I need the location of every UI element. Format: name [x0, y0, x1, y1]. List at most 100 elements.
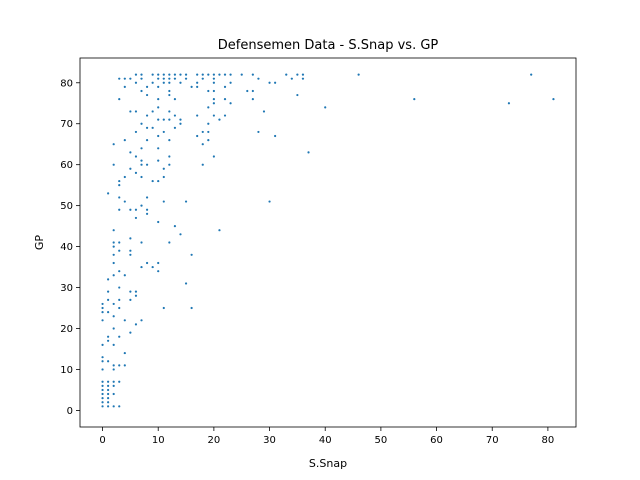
x-tick-label: 10	[152, 435, 165, 446]
data-point	[112, 274, 115, 277]
data-point	[157, 85, 160, 88]
data-point	[268, 200, 271, 203]
data-point	[229, 102, 232, 105]
data-point	[107, 298, 110, 301]
data-point	[145, 208, 149, 211]
data-point	[112, 253, 115, 256]
y-axis-label: GP	[33, 235, 46, 251]
data-point	[118, 286, 121, 289]
data-point	[212, 98, 215, 101]
data-point	[118, 335, 121, 338]
y-tick-label: 40	[60, 242, 73, 253]
data-point	[112, 245, 115, 248]
data-point	[118, 241, 121, 244]
data-point	[151, 179, 154, 183]
data-point	[218, 229, 221, 232]
data-point	[296, 93, 299, 97]
data-point	[196, 81, 199, 84]
data-point	[123, 274, 126, 277]
data-point	[207, 73, 210, 76]
data-point	[140, 241, 143, 244]
data-point	[118, 270, 121, 273]
data-point	[507, 102, 511, 105]
data-point	[218, 118, 221, 121]
data-point	[184, 77, 188, 80]
data-point	[134, 323, 138, 326]
data-point	[196, 73, 199, 76]
data-point	[101, 384, 104, 387]
data-point	[207, 89, 210, 93]
data-point	[123, 175, 126, 179]
data-point	[218, 73, 221, 76]
data-point	[307, 151, 310, 154]
data-point	[140, 204, 143, 207]
data-point	[145, 139, 149, 142]
data-point	[107, 397, 110, 400]
data-point	[184, 282, 188, 285]
data-point	[107, 388, 110, 392]
data-point	[145, 85, 149, 88]
data-point	[201, 163, 204, 166]
data-point	[151, 126, 154, 129]
data-point	[168, 89, 171, 93]
data-point	[140, 89, 143, 93]
data-point	[212, 155, 215, 158]
data-point	[179, 73, 182, 76]
data-point	[134, 81, 138, 84]
data-point	[223, 85, 227, 88]
data-point	[145, 196, 149, 199]
data-point	[107, 384, 110, 387]
data-point	[179, 233, 182, 236]
data-point	[168, 93, 171, 97]
data-point	[107, 405, 110, 408]
data-point	[134, 208, 138, 211]
data-point	[157, 179, 160, 183]
data-point	[290, 77, 293, 80]
x-tick-label: 20	[208, 435, 221, 446]
data-point	[179, 118, 182, 121]
data-point	[162, 118, 165, 121]
data-point	[101, 388, 104, 392]
data-point	[118, 306, 121, 310]
data-point	[179, 122, 182, 125]
data-point	[118, 208, 121, 211]
data-point	[118, 249, 121, 252]
data-point	[118, 298, 121, 301]
data-point	[262, 110, 266, 113]
data-point	[168, 118, 171, 121]
data-point	[107, 335, 110, 338]
data-point	[101, 302, 104, 306]
data-point	[107, 278, 110, 281]
x-tick-label: 60	[430, 435, 443, 446]
data-point	[196, 134, 199, 138]
data-point	[223, 114, 227, 117]
data-point	[140, 147, 143, 150]
data-point	[212, 81, 215, 84]
data-point	[162, 77, 165, 80]
data-point	[157, 220, 160, 224]
data-point	[190, 306, 193, 310]
data-point	[101, 401, 104, 404]
data-point	[145, 114, 149, 117]
data-point	[118, 196, 121, 199]
data-point	[118, 405, 121, 408]
data-point	[190, 85, 193, 88]
data-point	[112, 343, 115, 346]
x-tick-label: 0	[99, 435, 105, 446]
data-point	[129, 110, 132, 113]
data-point	[190, 253, 193, 256]
data-point	[145, 163, 149, 166]
data-point	[173, 98, 177, 101]
data-point	[118, 179, 121, 183]
data-point	[173, 126, 177, 129]
data-point	[207, 130, 210, 134]
data-point	[212, 102, 215, 105]
data-point	[107, 360, 110, 363]
data-point	[101, 397, 104, 400]
data-point	[157, 134, 160, 138]
data-point	[151, 73, 154, 76]
data-point	[157, 118, 160, 121]
data-point	[129, 331, 132, 334]
data-point	[107, 192, 110, 195]
